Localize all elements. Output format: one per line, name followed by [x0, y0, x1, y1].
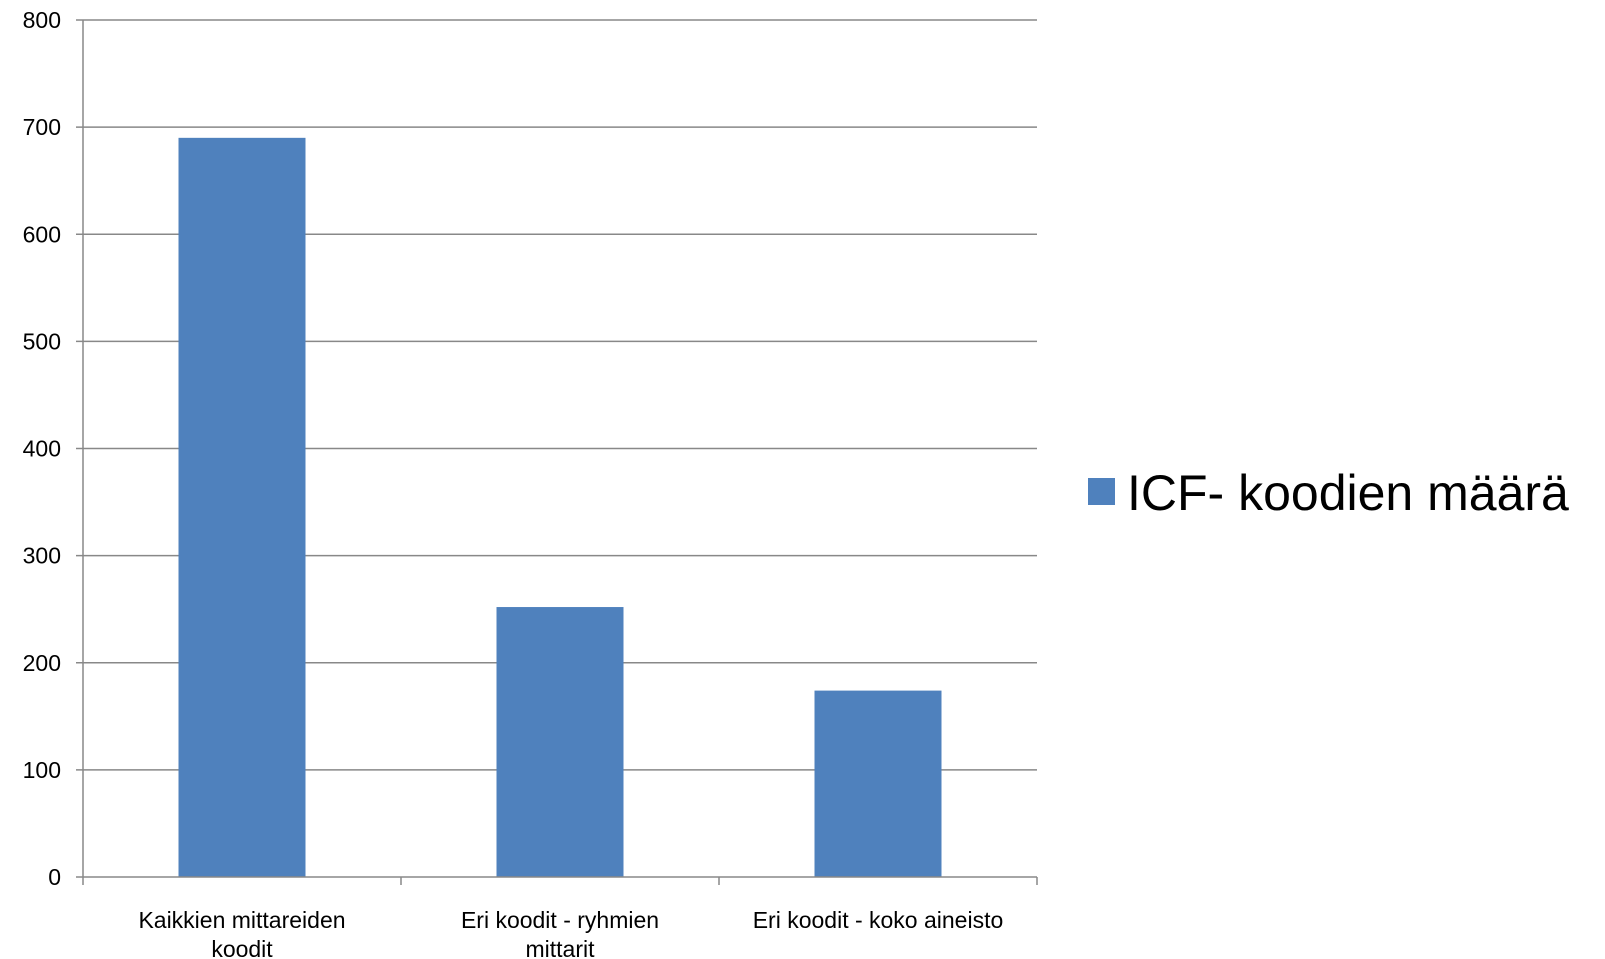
y-tick-label: 0	[48, 864, 61, 890]
x-tick-label: koodit	[211, 936, 273, 959]
bar	[496, 607, 624, 877]
y-tick-label: 300	[23, 543, 61, 569]
x-tick-label: Kaikkien mittareiden	[138, 907, 345, 933]
y-tick-label: 200	[23, 650, 61, 676]
y-tick-label: 800	[23, 7, 61, 33]
y-tick-label: 500	[23, 328, 61, 354]
legend: ICF- koodien määrä	[1088, 465, 1569, 521]
legend-swatch	[1088, 478, 1115, 505]
bar	[814, 690, 942, 877]
x-tick-label: mittarit	[526, 936, 596, 959]
bars	[178, 137, 942, 877]
x-tick-label: Eri koodit - koko aineisto	[753, 907, 1004, 933]
y-tick-label: 100	[23, 757, 61, 783]
y-tick-label: 600	[23, 221, 61, 247]
y-axis-ticks: 0 100 200 300 400 500 600 700 800	[23, 7, 83, 890]
x-axis-labels: Kaikkien mittareiden koodit Eri koodit - r…	[138, 907, 1003, 959]
bar	[178, 137, 306, 877]
x-tick-label: Eri koodit - ryhmien	[461, 907, 659, 933]
y-tick-label: 400	[23, 436, 61, 462]
legend-label: ICF- koodien määrä	[1127, 465, 1569, 521]
y-tick-label: 700	[23, 114, 61, 140]
axes	[82, 20, 1038, 885]
